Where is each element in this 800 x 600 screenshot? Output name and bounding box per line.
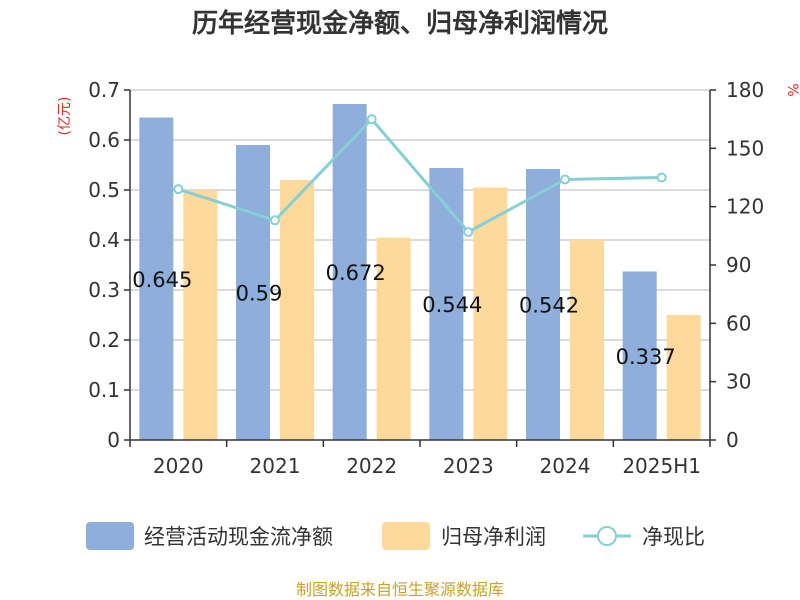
bar [570,240,604,440]
bar [429,168,464,440]
left-axis-tick-label: 0.5 [88,178,120,202]
bar [473,187,508,440]
left-axis-tick-label: 0.1 [88,378,120,402]
legend-swatch-bar [86,522,134,550]
left-axis-unit: (亿元) [57,97,73,136]
gridlines [130,89,710,391]
data-label: 0.337 [616,345,676,369]
right-axis-tick-label: 120 [726,195,764,219]
right-axis-tick-label: 180 [726,78,764,102]
x-axis-tick-label: 2021 [250,454,301,478]
legend-swatch-marker [597,526,617,546]
bar [622,271,657,440]
left-axis-tick-label: 0.3 [88,278,120,302]
x-axis-tick-label: 2024 [540,454,591,478]
x-axis-tick-label: 2023 [443,454,494,478]
right-axis-tick-label: 30 [726,370,751,394]
legend-swatch-bar [382,522,430,550]
bar [376,237,411,440]
bar [280,180,314,440]
ratio-line [177,116,662,234]
line-point [656,172,667,183]
line-point [463,226,474,237]
right-axis-tick-label: 0 [726,428,739,452]
right-axis-tick-label: 90 [726,253,751,277]
line-point [173,184,184,195]
data-labels: 0.645 0.59 0.672 0.544 0.542 0.337 [132,261,675,369]
legend-label: 经营活动现金流净额 [144,525,333,549]
x-axis-tick-label: 2022 [346,454,397,478]
x-axis-tick-label: 2025H1 [622,454,701,478]
data-label: 0.672 [326,261,386,285]
left-axis-tick-label: 0.2 [88,328,120,352]
data-label: 0.645 [132,268,192,292]
legend: 经营活动现金流净额 归母净利润 净现比 [86,522,705,550]
chart-title: 历年经营现金净额、归母净利润情况 [192,8,608,39]
data-label: 0.542 [519,294,579,318]
bar-series [139,104,701,440]
left-axis-tick-label: 0 [107,428,120,452]
line-point [366,114,377,125]
left-axis-tick-label: 0.6 [88,128,120,152]
bar [332,104,367,440]
bar [666,315,701,440]
line-point [270,215,280,226]
axes: 0 0.1 0.2 0.3 0.4 0.5 0.6 0.7 0 30 60 90 120 150 180 20… [88,78,764,478]
right-axis-tick-label: 60 [726,311,751,335]
right-axis-tick-label: 150 [726,136,764,160]
line-series [173,114,667,237]
legend-label: 净现比 [642,525,705,549]
bar [183,190,218,440]
left-axis-tick-label: 0.7 [88,78,120,102]
source-note: 制图数据来自恒生聚源数据库 [296,580,504,599]
right-axis-unit: % [784,83,800,96]
data-label: 0.544 [422,293,482,317]
bar [236,145,270,440]
left-axis-tick-label: 0.4 [88,228,120,252]
x-axis-tick-label: 2020 [153,454,204,478]
line-point [560,174,570,185]
bar [526,169,560,440]
legend-label: 归母净利润 [441,525,546,549]
bar [139,117,174,440]
data-label: 0.59 [236,282,283,306]
